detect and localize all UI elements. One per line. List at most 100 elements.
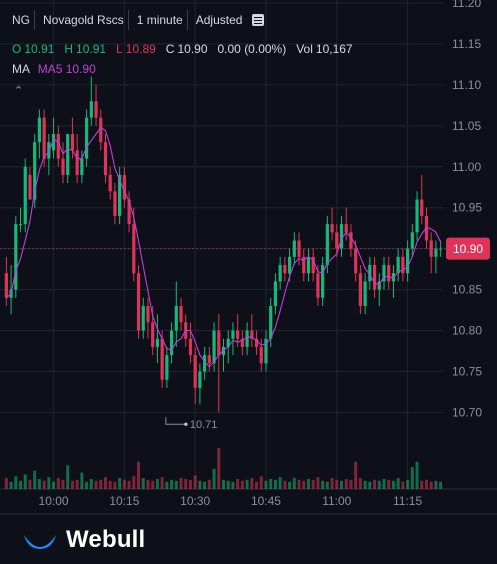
- volume-bar: [80, 472, 84, 489]
- candle-body: [198, 371, 202, 388]
- volume-bar: [165, 481, 169, 489]
- volume-bar: [278, 477, 282, 489]
- volume-bar: [9, 481, 13, 489]
- x-tick-label: 10:45: [251, 494, 281, 508]
- candle: [302, 248, 306, 282]
- x-tick-label: 10:00: [39, 494, 69, 508]
- candle-body: [429, 240, 433, 257]
- candle: [203, 346, 207, 380]
- candle-body: [344, 224, 348, 233]
- candle-body: [4, 273, 8, 298]
- brand-name: Webull: [66, 526, 146, 553]
- candle-body: [240, 338, 244, 347]
- candle-body: [61, 158, 65, 175]
- candle-body: [51, 134, 56, 151]
- ma5-label: MA5 10.90: [37, 62, 96, 76]
- candle-body: [387, 265, 391, 282]
- volume-bar: [146, 479, 150, 489]
- volume-bar: [56, 478, 60, 489]
- candle: [4, 256, 8, 306]
- volume-bar: [160, 477, 164, 489]
- candle-body: [226, 338, 230, 347]
- volume-bar: [193, 475, 197, 489]
- candle: [165, 346, 169, 388]
- candle-body: [236, 330, 240, 339]
- candle: [198, 363, 202, 405]
- candle: [240, 330, 244, 356]
- symbol-tag[interactable]: NG: [8, 10, 35, 30]
- candle-body: [306, 256, 311, 274]
- x-tick-label: 11:00: [322, 494, 351, 508]
- candle-body: [287, 256, 292, 274]
- candle: [354, 240, 358, 282]
- volume-bar: [406, 479, 410, 489]
- company-tag[interactable]: Novagold Rscs: [39, 10, 129, 30]
- candle-body: [122, 174, 126, 200]
- low-marker-line: [165, 417, 186, 425]
- ma-label: MA: [12, 62, 30, 76]
- candle: [401, 248, 405, 282]
- candle: [193, 346, 197, 405]
- volume-bar: [302, 480, 306, 489]
- volume-bar: [141, 478, 145, 489]
- candle: [56, 125, 60, 167]
- volume-bar: [377, 480, 381, 489]
- candle-body: [42, 117, 46, 159]
- volume-bar: [325, 481, 329, 489]
- x-axis: 10:00 10:15 10:30 10:45 11:00 11:15: [39, 494, 423, 508]
- volume-bar: [283, 480, 287, 489]
- interval-tag[interactable]: 1 minute: [133, 10, 188, 30]
- candle-body: [325, 224, 329, 266]
- volume-bar: [292, 478, 296, 489]
- candle: [33, 134, 37, 208]
- list-icon[interactable]: [252, 14, 265, 26]
- low-marker-label: 10.71: [190, 419, 218, 431]
- candle: [420, 174, 424, 225]
- candle: [387, 256, 391, 290]
- volume-bar: [439, 481, 443, 489]
- candle-body: [278, 265, 282, 282]
- adjusted-tag[interactable]: Adjusted: [195, 13, 243, 27]
- candle-body: [354, 248, 358, 274]
- candle-body: [311, 256, 315, 274]
- chevron-up-icon[interactable]: ⌃: [14, 85, 24, 97]
- volume-bar: [113, 481, 117, 489]
- candle: [250, 314, 254, 347]
- candle: [99, 109, 103, 151]
- volume-bar: [132, 476, 136, 489]
- candle: [18, 207, 23, 233]
- candle-body: [415, 199, 419, 233]
- volume-bar: [61, 479, 65, 489]
- candle-body: [382, 265, 386, 282]
- ma5-line: [6, 126, 442, 368]
- candle-body: [231, 330, 235, 339]
- candle: [221, 338, 226, 372]
- y-tick-label: 10.75: [452, 364, 482, 378]
- volume-bar: [358, 478, 362, 489]
- volume-bar: [420, 480, 424, 489]
- volume-bar: [198, 480, 202, 489]
- candle: [47, 134, 51, 175]
- candle: [349, 224, 353, 257]
- volume-bar: [19, 480, 23, 489]
- volume-bar: [122, 479, 126, 489]
- candle: [122, 166, 126, 208]
- last-price-badge: [446, 237, 490, 260]
- volume-bar: [212, 468, 216, 489]
- candle-body: [155, 338, 160, 347]
- candlesticks: [4, 76, 443, 413]
- volume-bar: [207, 479, 211, 489]
- candle-body: [94, 101, 98, 118]
- volume-bar: [396, 478, 400, 489]
- volume-bar: [321, 480, 325, 489]
- volume-bar: [245, 479, 249, 489]
- candle: [108, 166, 112, 200]
- volume-bar: [179, 478, 183, 489]
- candle: [330, 207, 334, 241]
- volume-bar: [37, 478, 41, 489]
- candle: [89, 76, 93, 126]
- volume-bar: [174, 480, 178, 489]
- close-readout: C 10.90: [165, 42, 208, 56]
- high-readout: H 10.91: [64, 42, 107, 56]
